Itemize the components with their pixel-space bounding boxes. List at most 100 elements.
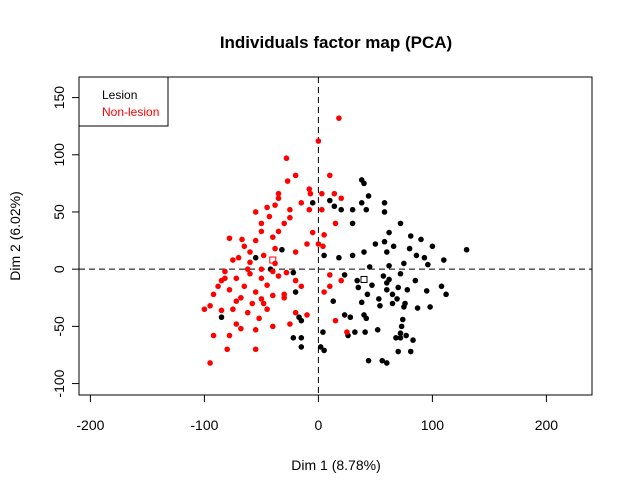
non-lesion-point <box>270 292 276 299</box>
lesion-point <box>427 304 433 310</box>
lesion-point <box>384 286 390 293</box>
lesion-point <box>341 272 348 278</box>
non-lesion-point <box>210 332 217 339</box>
non-lesion-point <box>331 190 338 197</box>
non-lesion-point <box>239 236 245 243</box>
lesion-point <box>327 197 333 204</box>
lesion-point <box>321 347 327 354</box>
non-lesion-point <box>230 306 236 313</box>
non-lesion-point <box>260 252 267 259</box>
x-tick-label: -100 <box>190 417 218 433</box>
y-tick-label: 50 <box>51 204 67 220</box>
non-lesion-point <box>344 329 350 335</box>
lesion-point <box>379 357 386 364</box>
non-lesion-point <box>252 237 259 244</box>
non-lesion-point <box>275 195 282 202</box>
lesion-point <box>463 246 470 253</box>
non-lesion-point <box>266 213 273 220</box>
lesion-point <box>421 254 428 261</box>
non-lesion-point <box>332 317 339 324</box>
lesion-point <box>399 316 406 323</box>
non-lesion-point <box>241 243 248 250</box>
lesion-point <box>389 300 396 307</box>
non-lesion-point <box>241 283 248 290</box>
lesion-point <box>395 284 402 291</box>
non-lesion-point <box>292 309 299 316</box>
lesion-point <box>290 335 297 341</box>
lesion-point <box>443 291 449 298</box>
non-lesion-point <box>332 220 339 227</box>
lesion-point <box>361 180 367 187</box>
lesion-point <box>352 329 358 335</box>
lesion-point <box>298 335 305 341</box>
lesion-point <box>309 200 316 206</box>
non-lesion-point <box>249 300 256 307</box>
non-lesion-point <box>230 257 236 263</box>
lesion-point <box>406 245 413 252</box>
lesion-point <box>369 282 375 288</box>
x-axis: -200 -100 0 100 200 <box>76 394 558 433</box>
non-lesion-point <box>292 277 299 284</box>
non-lesion-point <box>258 228 265 235</box>
non-lesion-point <box>210 291 217 298</box>
lesion-point <box>338 206 345 213</box>
lesion-point <box>380 273 387 279</box>
non-lesion-point <box>309 229 316 236</box>
non-lesion-point <box>218 307 225 314</box>
non-lesion-point <box>256 315 262 322</box>
non-lesion-point <box>272 202 278 208</box>
lesion-point <box>349 206 356 213</box>
lesion-point <box>381 209 388 215</box>
non-lesion-point <box>226 235 233 242</box>
lesion-point <box>349 220 356 227</box>
legend-box <box>78 76 169 127</box>
non-lesion-point <box>226 286 233 293</box>
non-lesion-point <box>275 228 282 235</box>
lesion-centroid <box>360 275 368 283</box>
y-tick-label: 0 <box>51 265 67 273</box>
lesion-point <box>414 305 421 311</box>
lesion-point <box>363 206 370 213</box>
lesion-point <box>397 270 404 277</box>
lesion-point <box>429 243 436 250</box>
non-lesion-point <box>304 312 310 318</box>
non-lesion-point <box>244 266 251 272</box>
non-lesion-point <box>327 172 333 179</box>
x-tick-label: 0 <box>315 417 323 433</box>
lesion-point <box>364 291 371 298</box>
non-lesion-point <box>252 209 259 215</box>
non-lesion-point <box>224 346 230 353</box>
non-lesion-point <box>247 249 253 255</box>
non-lesion-point <box>252 289 259 295</box>
non-lesion-point <box>238 325 244 332</box>
lesion-point <box>398 323 405 330</box>
non-lesion-point <box>321 289 327 295</box>
lesion-point <box>441 257 447 263</box>
non-lesion-point <box>319 190 325 197</box>
y-axis-label: Dim 2 (6.02%) <box>7 191 23 280</box>
non-lesion-point <box>292 172 299 179</box>
non-lesion-point <box>287 214 293 221</box>
non-lesion-point <box>320 243 326 250</box>
x-tick-label: 100 <box>421 417 445 433</box>
lesion-point <box>438 283 445 290</box>
lesion-point <box>347 314 354 321</box>
non-lesion-point <box>336 115 342 121</box>
lesion-point <box>354 277 360 284</box>
lesion-point <box>401 260 407 267</box>
non-lesion-point <box>272 245 278 252</box>
lesion-point <box>365 193 372 199</box>
lesion-point <box>381 200 388 206</box>
lesion-point <box>404 286 411 293</box>
non-lesion-point <box>233 275 240 282</box>
lesion-point <box>376 296 382 302</box>
non-lesion-point <box>264 306 270 313</box>
lesion-point <box>386 262 392 269</box>
lesion-point <box>355 284 362 291</box>
lesion-point <box>425 261 431 268</box>
non-lesion-point <box>233 298 240 305</box>
non-lesion-point <box>270 323 276 330</box>
lesion-point <box>384 249 390 255</box>
lesion-point <box>218 314 225 321</box>
lesion-point <box>292 289 299 295</box>
